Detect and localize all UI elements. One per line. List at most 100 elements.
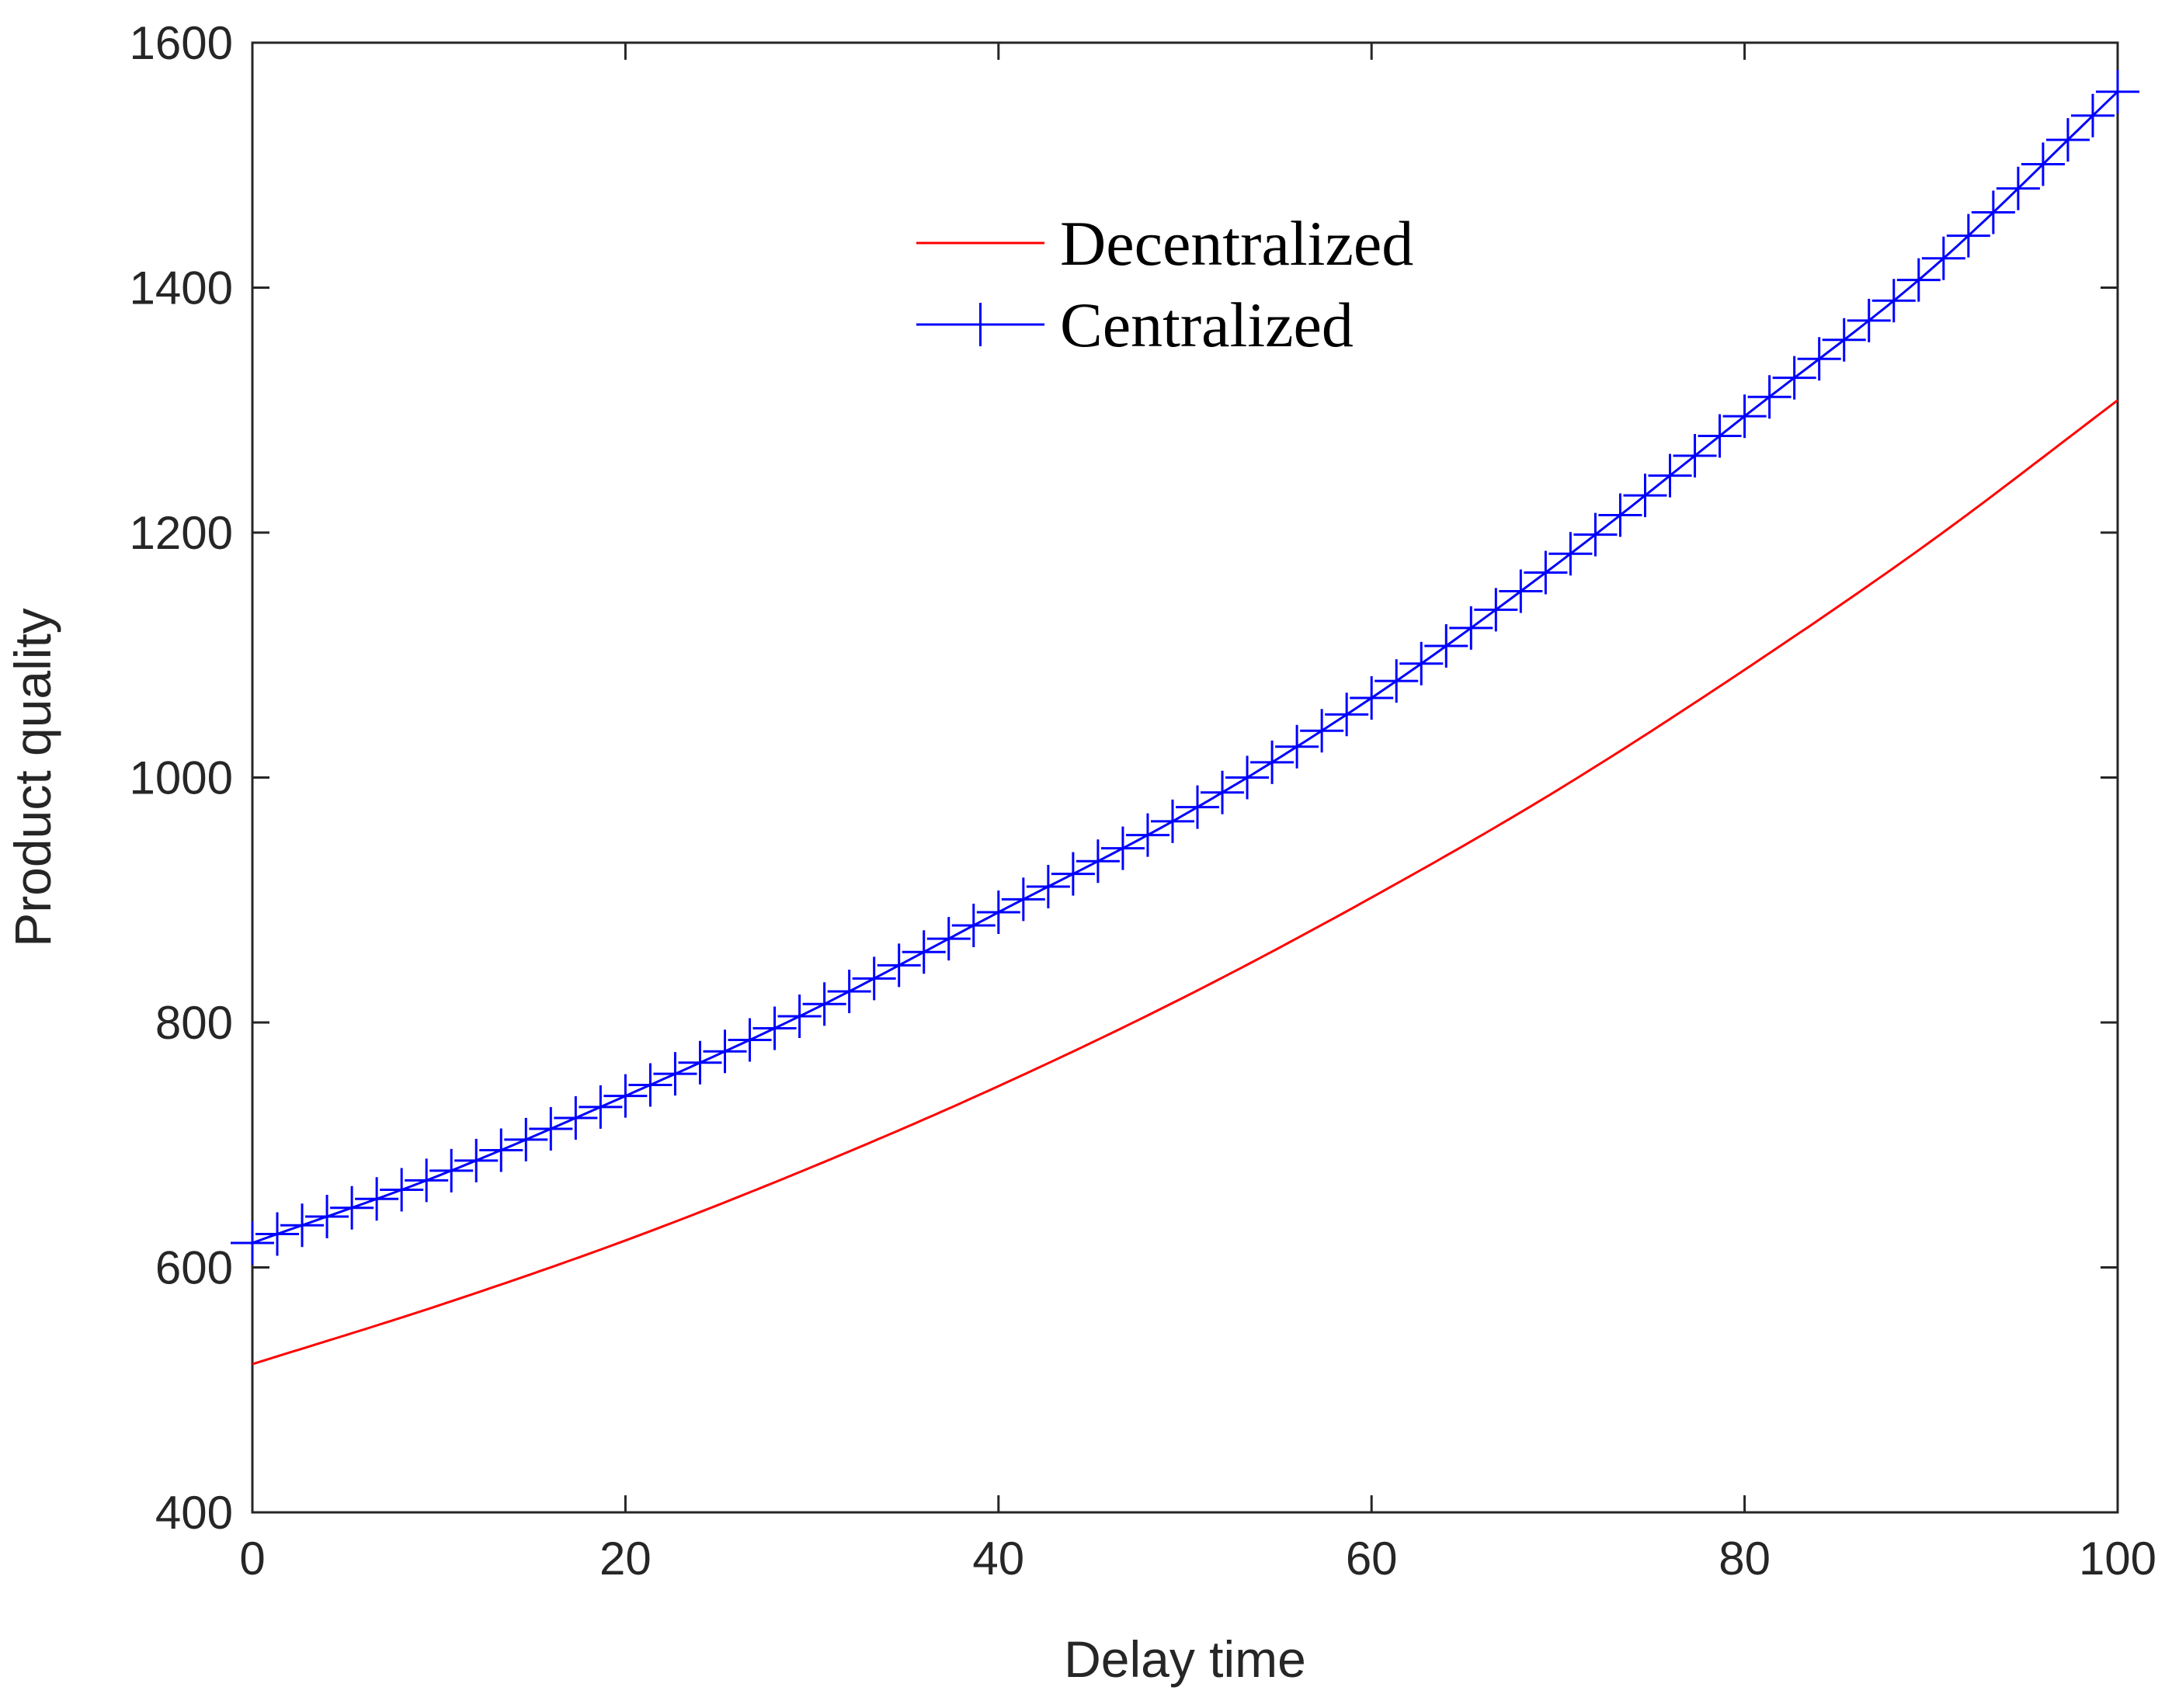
data-point-marker xyxy=(1772,356,1816,400)
data-point-marker xyxy=(579,1085,623,1129)
data-point-marker xyxy=(1325,693,1369,737)
data-point-marker xyxy=(1001,877,1045,922)
data-point-marker xyxy=(802,982,846,1026)
data-point-marker xyxy=(628,1063,672,1107)
data-point-marker xyxy=(1424,624,1468,668)
x-axis-title: Delay time xyxy=(1064,1630,1306,1688)
data-point-marker xyxy=(1623,474,1667,518)
data-point-marker xyxy=(1374,659,1419,703)
x-tick-label: 0 xyxy=(239,1533,265,1585)
data-point-marker xyxy=(1971,190,2015,234)
data-point-marker xyxy=(1673,434,1717,478)
x-tick-label: 100 xyxy=(2079,1533,2156,1585)
data-point-marker xyxy=(405,1158,449,1203)
y-tick-label: 1200 xyxy=(130,507,233,559)
data-point-marker xyxy=(1350,675,1394,720)
data-point-marker xyxy=(1125,813,1169,857)
data-point-marker xyxy=(1051,852,1095,896)
legend-label-centralized: Centralized xyxy=(1060,290,1354,360)
data-point-marker xyxy=(951,903,996,947)
data-point-marker xyxy=(330,1186,374,1230)
series-line-decentralized xyxy=(252,399,2118,1366)
legend: Decentralized Centralized xyxy=(916,208,1413,360)
data-point-marker xyxy=(777,995,822,1039)
data-point-marker xyxy=(703,1029,747,1074)
data-point-marker xyxy=(1300,709,1344,753)
data-point-marker xyxy=(1573,512,1618,557)
y-tick-label: 1000 xyxy=(130,752,233,804)
data-point-marker xyxy=(231,1220,274,1265)
data-point-marker xyxy=(1150,799,1194,843)
data-point-marker xyxy=(728,1018,772,1062)
data-point-marker xyxy=(1201,770,1245,814)
data-point-marker xyxy=(1871,279,1916,323)
data-point-marker xyxy=(1548,532,1593,576)
data-point-marker xyxy=(2070,93,2115,137)
data-point-marker xyxy=(877,943,921,988)
data-point-marker xyxy=(2021,142,2065,186)
legend-plus-marker xyxy=(958,303,1003,346)
data-point-marker xyxy=(1399,641,1444,686)
data-point-marker xyxy=(1996,166,2040,210)
ticks-layer: 0 20 40 60 80 100 400 600 800 1000 1200 1400 1600 xyxy=(130,17,2157,1585)
data-point-marker xyxy=(1648,453,1692,498)
data-point-marker xyxy=(827,969,871,1013)
data-point-marker xyxy=(926,917,971,961)
data-point-marker xyxy=(902,930,946,974)
legend-marker-centralized xyxy=(958,303,1003,346)
legend-label-decentralized: Decentralized xyxy=(1060,208,1413,279)
y-tick-label: 400 xyxy=(155,1487,233,1539)
data-point-marker xyxy=(1176,785,1220,829)
y-tick-label: 800 xyxy=(155,997,233,1049)
data-point-marker xyxy=(1822,318,1866,362)
x-tick-label: 60 xyxy=(1346,1533,1398,1585)
data-point-marker xyxy=(355,1177,399,1221)
data-point-marker xyxy=(1524,550,1568,595)
data-point-marker xyxy=(1026,864,1070,908)
data-point-marker xyxy=(1225,755,1270,800)
data-point-marker xyxy=(852,956,896,1001)
data-point-marker xyxy=(1598,493,1642,537)
data-point-marker xyxy=(1100,826,1145,870)
data-point-marker xyxy=(653,1052,697,1096)
x-tick-label: 40 xyxy=(972,1533,1024,1585)
x-tick-label: 20 xyxy=(599,1533,652,1585)
data-point-marker xyxy=(1250,740,1295,784)
data-point-marker xyxy=(678,1040,722,1085)
data-point-marker xyxy=(454,1138,499,1182)
series-layer xyxy=(231,70,2139,1366)
data-point-marker xyxy=(1474,588,1518,632)
data-point-marker xyxy=(504,1117,548,1161)
data-point-marker xyxy=(255,1212,300,1256)
data-point-marker xyxy=(2096,70,2139,114)
data-point-marker xyxy=(1275,724,1319,769)
data-point-marker xyxy=(1698,414,1742,458)
data-point-marker xyxy=(554,1095,598,1140)
data-point-marker xyxy=(429,1148,474,1192)
data-point-marker xyxy=(1747,375,1792,419)
data-point-marker xyxy=(1076,839,1120,884)
data-point-marker xyxy=(305,1195,349,1238)
y-axis-title: Product quality xyxy=(4,608,61,947)
series-markers-centralized xyxy=(231,70,2139,1265)
plot-area xyxy=(251,41,2119,1514)
data-point-marker xyxy=(280,1203,325,1248)
x-tick-label: 80 xyxy=(1719,1533,1771,1585)
data-point-marker xyxy=(1896,258,1941,302)
y-tick-label: 1400 xyxy=(130,262,233,314)
data-point-marker xyxy=(976,890,1020,935)
data-point-marker xyxy=(529,1106,573,1151)
data-point-marker xyxy=(603,1074,648,1118)
data-point-marker xyxy=(1722,394,1767,439)
y-tick-label: 1600 xyxy=(130,17,233,69)
data-point-marker xyxy=(1946,214,1990,258)
data-point-marker xyxy=(380,1168,424,1212)
data-point-marker xyxy=(1847,298,1891,342)
data-point-marker xyxy=(1499,569,1543,613)
data-point-marker xyxy=(2045,118,2090,162)
data-point-marker xyxy=(1449,606,1493,650)
data-point-marker xyxy=(479,1128,523,1172)
series-line-centralized xyxy=(252,91,2119,1245)
axes-box xyxy=(251,41,2119,1514)
data-point-marker xyxy=(1921,236,1965,280)
